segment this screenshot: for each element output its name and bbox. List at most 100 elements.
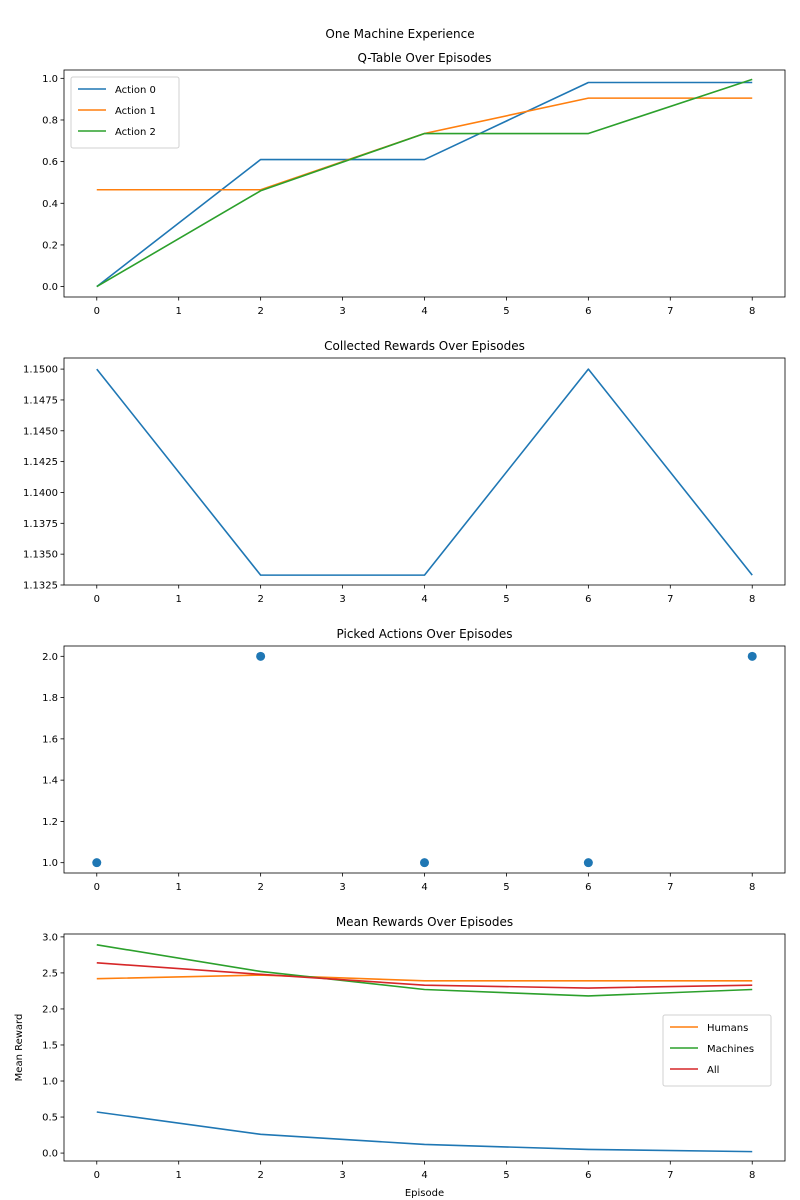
x-tick-label: 2 [257, 1170, 263, 1181]
x-tick-label: 3 [339, 594, 345, 605]
subplot-2: Collected Rewards Over Episodes 0 1 2 3 4 5 6 7 8… [23, 339, 786, 605]
x-tick-label: 7 [667, 594, 673, 605]
legend-entry: All [707, 1065, 719, 1076]
x-tick-label: 5 [503, 306, 509, 317]
x-tick-label: 3 [339, 1170, 345, 1181]
x-tick-label: 6 [585, 306, 591, 317]
y-tick-label: 2.0 [42, 652, 58, 663]
x-tick-label: 8 [749, 306, 755, 317]
x-tick-label: 1 [176, 306, 182, 317]
series-line-machines [96, 944, 753, 997]
y-tick-label: 1.0 [42, 858, 58, 869]
x-tick-label: 1 [176, 594, 182, 605]
x-tick-label: 3 [339, 306, 345, 317]
x-tick-label: 7 [667, 306, 673, 317]
x-tick-label: 2 [257, 882, 263, 893]
x-tick-label: 0 [94, 882, 100, 893]
y-tick-label: 1.5 [42, 1040, 58, 1051]
subplot-title: Mean Rewards Over Episodes [336, 915, 513, 929]
x-tick-label: 2 [257, 594, 263, 605]
y-tick-label: 1.1450 [23, 426, 58, 437]
legend-entry: Action 0 [115, 85, 156, 96]
scatter-point [583, 858, 593, 868]
y-tick-label: 1.1400 [23, 488, 58, 499]
y-tick-label: 1.0 [42, 74, 58, 85]
x-tick-label: 5 [503, 594, 509, 605]
y-tick-label: 2.5 [42, 968, 58, 979]
legend-entry: Humans [707, 1023, 748, 1034]
x-tick-label: 4 [421, 1170, 427, 1181]
y-tick-label: 1.1475 [23, 395, 58, 406]
x-tick-label: 6 [585, 882, 591, 893]
subplot-title: Q-Table Over Episodes [358, 51, 492, 65]
y-tick-label: 1.1325 [23, 581, 58, 592]
scatter-point [92, 858, 102, 868]
series-line-humans [96, 974, 753, 982]
subplot-3: Picked Actions Over Episodes 0 1 2 3 4 5 6 7 8 1.0… [42, 627, 786, 893]
x-tick-label: 3 [339, 882, 345, 893]
x-tick-label: 0 [94, 1170, 100, 1181]
scatter-point [256, 651, 266, 661]
axes-frame [63, 69, 786, 298]
series-line-all [96, 962, 753, 989]
y-tick-label: 1.4 [42, 776, 58, 787]
y-tick-label: 0.8 [42, 115, 58, 126]
x-tick-label: 4 [421, 882, 427, 893]
y-tick-label: 1.1350 [23, 550, 58, 561]
legend: Action 0 Action 1 Action 2 [70, 76, 180, 149]
y-tick-label: 0.6 [42, 157, 58, 168]
y-tick-label: 2.0 [42, 1004, 58, 1015]
x-tick-label: 4 [421, 306, 427, 317]
figure-suptitle: One Machine Experience [325, 27, 474, 41]
legend-entry: Action 2 [115, 127, 156, 138]
x-tick-label: 8 [749, 882, 755, 893]
y-tick-label: 1.1375 [23, 519, 58, 530]
y-tick-label: 1.8 [42, 693, 58, 704]
x-tick-label: 4 [421, 594, 427, 605]
series-line-unnamed-0 [96, 368, 753, 576]
y-tick-label: 1.1500 [23, 365, 58, 376]
axes-frame [63, 357, 786, 586]
y-tick-label: 0.0 [42, 1149, 58, 1160]
x-tick-label: 7 [667, 1170, 673, 1181]
subplot-title: Picked Actions Over Episodes [337, 627, 513, 641]
x-tick-label: 1 [176, 882, 182, 893]
subplot-title: Collected Rewards Over Episodes [324, 339, 525, 353]
x-tick-label: 2 [257, 306, 263, 317]
legend-entry: Action 1 [115, 106, 156, 117]
series-line-action-0 [96, 81, 753, 288]
x-tick-label: 0 [94, 306, 100, 317]
legend-entry: Machines [707, 1044, 754, 1055]
x-tick-label: 1 [176, 1170, 182, 1181]
axes-frame [63, 645, 786, 874]
series-line-unnamed-0 [96, 1111, 753, 1153]
subplot-4: Mean Rewards Over Episodes 0 1 2 3 4 5 6 7 8 0.0 0.… [14, 915, 786, 1199]
x-axis-label: Episode [405, 1188, 444, 1199]
x-tick-label: 8 [749, 1170, 755, 1181]
y-tick-label: 0.0 [42, 282, 58, 293]
x-tick-label: 8 [749, 594, 755, 605]
y-tick-label: 1.2 [42, 817, 58, 828]
x-tick-label: 7 [667, 882, 673, 893]
series-line-action-2 [96, 78, 753, 288]
y-tick-label: 0.2 [42, 240, 58, 251]
x-tick-label: 6 [585, 594, 591, 605]
scatter-point [420, 858, 429, 868]
scatter-point [747, 651, 757, 661]
legend: Humans Machines All [662, 1014, 772, 1087]
axes-frame [63, 933, 786, 1162]
subplot-1: Q-Table Over Episodes 0 1 2 3 4 5 6 7 8 0.0 0.2 0.4 0… [42, 51, 786, 317]
y-axis-label: Mean Reward [14, 1014, 25, 1082]
x-tick-label: 5 [503, 1170, 509, 1181]
y-tick-label: 1.6 [42, 734, 58, 745]
y-tick-label: 1.1425 [23, 457, 58, 468]
y-tick-label: 3.0 [42, 932, 58, 943]
y-tick-label: 0.4 [42, 199, 58, 210]
x-tick-label: 0 [94, 594, 100, 605]
y-tick-label: 0.5 [42, 1113, 58, 1124]
x-tick-label: 6 [585, 1170, 591, 1181]
y-tick-label: 1.0 [42, 1077, 58, 1088]
subplots: Q-Table Over Episodes 0 1 2 3 4 5 6 7 8 0.0 0.2 0.4 0… [14, 51, 786, 1199]
x-tick-label: 5 [503, 882, 509, 893]
